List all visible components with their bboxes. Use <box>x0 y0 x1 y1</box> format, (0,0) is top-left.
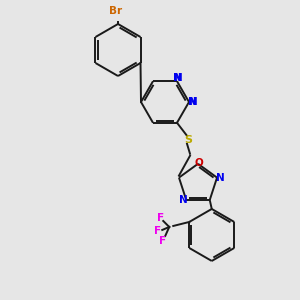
Text: Br: Br <box>110 6 123 16</box>
Text: N: N <box>172 73 182 83</box>
Text: N: N <box>216 172 224 183</box>
Text: N: N <box>179 195 188 205</box>
Text: N: N <box>188 97 196 107</box>
Text: S: S <box>184 135 192 145</box>
Text: N: N <box>174 73 182 83</box>
Text: F: F <box>157 213 164 223</box>
Text: F: F <box>159 236 166 246</box>
Text: O: O <box>195 158 203 168</box>
Text: F: F <box>154 226 161 236</box>
Text: N: N <box>189 97 197 107</box>
